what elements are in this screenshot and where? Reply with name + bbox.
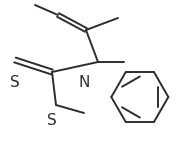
Text: S: S [47,113,56,128]
Text: N: N [79,75,90,90]
Text: S: S [10,75,20,90]
